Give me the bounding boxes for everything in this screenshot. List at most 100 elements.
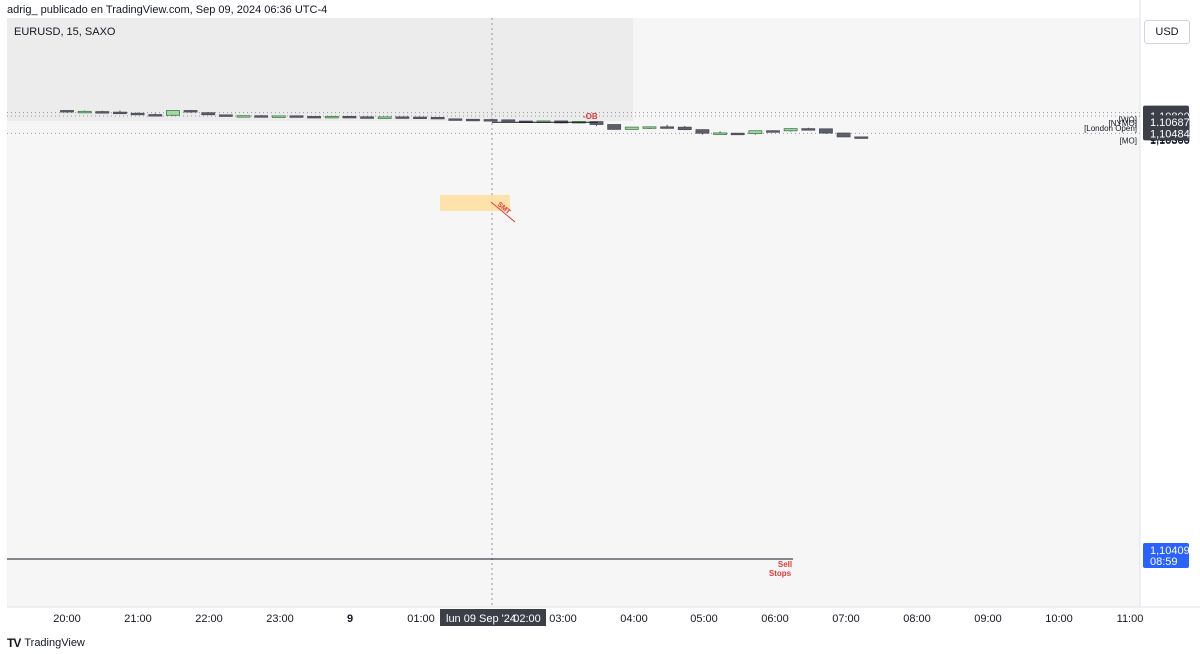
level-label: [London Open]: [1084, 124, 1137, 133]
candle-body: [801, 128, 816, 131]
current-price-countdown: 08:59: [1150, 556, 1178, 568]
crosshair-label-bg: [440, 609, 546, 626]
candle-body: [307, 116, 322, 119]
x-tick-label: 06:00: [761, 613, 789, 625]
candle-body: [854, 136, 869, 139]
candle: [801, 127, 816, 131]
candle-body: [766, 130, 780, 133]
footer-brand[interactable]: TV TradingView: [7, 636, 85, 650]
candle: [360, 116, 374, 119]
candle: [307, 116, 322, 119]
candle: [624, 126, 639, 130]
candle: [377, 116, 392, 119]
candle: [430, 116, 445, 120]
candle-body: [77, 110, 92, 114]
candle-body: [236, 115, 251, 118]
x-tick-label: 21:00: [124, 613, 152, 625]
stops-label: Stops: [769, 569, 792, 578]
x-tick-label: 10:00: [1045, 613, 1073, 625]
candle: [748, 130, 763, 135]
candle-body: [624, 126, 639, 130]
x-tick-label: 04:00: [620, 613, 648, 625]
candle: [783, 128, 798, 132]
x-tick-label: 20:00: [53, 613, 81, 625]
candle: [113, 110, 127, 115]
x-tick-label: 22:00: [195, 613, 223, 625]
candle-body: [289, 115, 304, 118]
candle-body: [201, 112, 216, 116]
candle-body: [448, 118, 463, 121]
level-price-tag: 1,10484: [1143, 126, 1190, 141]
level-price-tag-text: 1,10484: [1150, 128, 1190, 140]
candle: [218, 114, 233, 117]
candle: [466, 118, 480, 122]
candle: [271, 115, 286, 118]
candle: [289, 115, 304, 118]
symbol-label[interactable]: EURUSD, 15, SAXO: [14, 26, 116, 38]
level-price-tag: 1,10687: [1143, 115, 1190, 130]
level-price-tag-text: 1,10687: [1150, 117, 1190, 129]
x-tick-label: 9: [347, 613, 353, 625]
candle-body: [783, 128, 798, 132]
candle-body: [342, 115, 357, 119]
session-range-zone: [7, 18, 633, 121]
candle-body: [60, 110, 74, 113]
candle-body: [589, 121, 604, 125]
candle-body: [836, 132, 851, 138]
candle: [324, 115, 339, 119]
smt-zone: [440, 195, 510, 211]
candle-body: [466, 118, 480, 122]
candle-body: [501, 119, 516, 122]
candle-body: [271, 115, 286, 118]
candle-body: [254, 115, 269, 118]
crosshair-time-label: 02:00: [513, 613, 541, 625]
candle-body: [730, 132, 745, 136]
sell-label: Sell: [778, 560, 792, 569]
candle-body: [677, 126, 692, 131]
footer-brand-text: TradingView: [24, 637, 85, 649]
candle-body: [713, 132, 727, 135]
candle-body: [360, 116, 374, 119]
candle: [483, 119, 498, 122]
current-price-value: 1,10409: [1150, 545, 1190, 557]
candle-body: [395, 116, 410, 119]
candle-body: [695, 129, 710, 134]
level-price-tag-bg: [1143, 126, 1189, 141]
ob-label: -OB: [583, 112, 598, 121]
candle: [201, 112, 216, 116]
tradingview-logo-icon: TV: [7, 636, 21, 650]
candle: [501, 119, 516, 122]
candle: [342, 115, 357, 119]
x-tick-label: 07:00: [832, 613, 860, 625]
candle: [836, 132, 851, 138]
x-tick-label: 11:00: [1117, 613, 1144, 625]
candle-body: [148, 114, 163, 117]
candle: [130, 112, 145, 116]
candle: [448, 118, 463, 121]
level-price-tag-bg: [1143, 115, 1189, 130]
smt-line: [490, 201, 516, 223]
currency-button[interactable]: USD: [1144, 20, 1190, 44]
candle: [77, 110, 92, 114]
candle: [95, 110, 110, 114]
candle: [854, 136, 869, 139]
candle-body: [430, 116, 445, 120]
candle-body: [324, 115, 339, 119]
candle-body: [748, 130, 763, 135]
candle-body: [642, 126, 657, 129]
candle-body: [483, 119, 498, 122]
candle-body: [607, 124, 622, 130]
candle: [695, 129, 710, 135]
candle: [254, 115, 269, 118]
candle: [713, 131, 727, 135]
candle: [607, 124, 622, 130]
candle-body: [413, 116, 427, 119]
x-tick-label: 01:00: [407, 613, 435, 625]
current-price-tag: [1143, 543, 1189, 568]
candle: [165, 110, 180, 116]
x-tick-label: 09:00: [974, 613, 1002, 625]
candle-body: [95, 111, 110, 114]
candle: [730, 132, 745, 136]
x-tick-label: 05:00: [690, 613, 718, 625]
